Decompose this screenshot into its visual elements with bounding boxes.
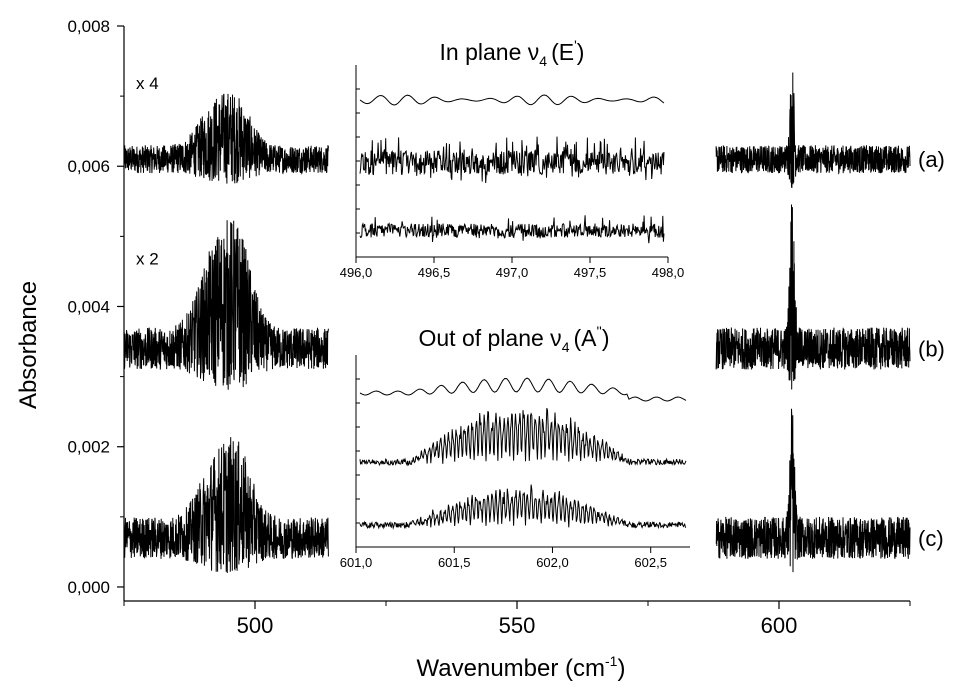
inset-x-tick-label: 498,0 [652,265,685,280]
y-tick-label: 0,006 [67,157,110,176]
inset-in-plane-title-main: In plane ν [440,39,540,65]
x-tick-label: 550 [499,613,536,638]
x-axis-label-main: Wavenumber (cm [417,655,605,682]
inset-in-plane-title-paren: (E [551,39,574,65]
inset-out-of-plane: Out of plane ν4 (A'') 601,0 601,5 602,0 602,… [340,323,690,570]
x-axis-label: Wavenumber (cm-1) [417,653,626,682]
trace-c-segment-0 [123,437,329,574]
inset-trace-c [359,484,687,530]
trace-b-segment-0 [123,220,329,390]
inset-x-tick-label: 602,5 [634,555,667,570]
trace-a-segment-0 [123,93,329,184]
trace-c-segment-1 [715,408,911,573]
y-axis-label: Absorbance [15,281,42,409]
trace-b-segment-1 [715,204,911,390]
inset-out-of-plane-title-close: ) [602,325,610,351]
inset-x-tick-label: 602,0 [536,555,569,570]
inset-out-of-plane-title-sub: 4 [562,339,570,355]
x-axis-label-sup: -1 [605,653,618,669]
inset-x-tick-label: 601,0 [340,555,373,570]
inset-out-of-plane-frame [356,355,690,547]
x-tick-label: 500 [237,613,274,638]
inset-out-of-plane-title-main: Out of plane ν [418,325,561,351]
inset-in-plane-title-close: ) [577,39,585,65]
trace-label-b: (b) [918,337,945,362]
inset-trace-b [359,408,687,467]
inset-in-plane-title-sub: 4 [539,53,547,69]
inset-out-of-plane-title: Out of plane ν4 (A'') [418,323,609,355]
trace-label-c: (c) [918,526,944,551]
multiplier-label: x 4 [136,74,159,93]
x-tick-label: 600 [761,613,798,638]
multiplier-label: x 2 [136,249,159,268]
y-tick-label: 0,000 [67,578,110,597]
inset-x-tick-label: 601,5 [438,555,471,570]
inset-in-plane-title: In plane ν4 (E') [440,37,585,69]
inset-x-tick-label: 496,5 [418,265,451,280]
inset-out-of-plane-title-paren: (A [573,325,597,351]
inset-in-plane: In plane ν4 (E') 496,0 496,5 497,0 497,5 498,… [340,37,685,280]
main-axes: 0,000 0,002 0,004 0,006 0,008 500 550 600 (a) (… [67,17,944,638]
trace-a-segment-1 [715,72,911,189]
inset-in-plane-title-sup: ' [574,37,577,53]
inset-x-tick-label: 497,0 [496,265,529,280]
inset-trace-b [359,136,665,184]
inset-trace-c [359,215,665,244]
y-tick-label: 0,004 [67,297,110,316]
inset-out-of-plane-title-sup: '' [596,323,601,339]
inset-trace-a [359,377,687,402]
trace-label-a: (a) [918,147,945,172]
inset-x-tick-label: 497,5 [574,265,607,280]
x-axis-label-close: ) [617,655,625,682]
inset-trace-a [359,94,665,106]
y-tick-label: 0,002 [67,438,110,457]
y-tick-label: 0,008 [67,17,110,36]
inset-x-tick-label: 496,0 [340,265,373,280]
